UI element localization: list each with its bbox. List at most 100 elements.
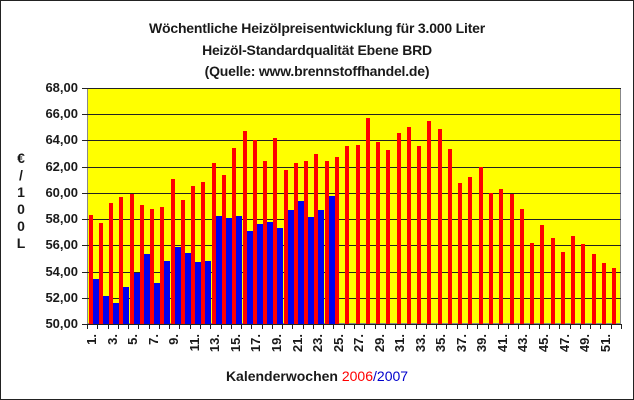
- legend-2007: 2007: [376, 368, 409, 384]
- y-axis-label: €/1 0 0 L: [14, 150, 28, 252]
- bar-2006-week-8: [160, 206, 165, 324]
- bar-2006-week-37: [458, 183, 463, 324]
- x-tick-mark: [446, 324, 447, 329]
- bar-2007-week-8: [164, 261, 171, 324]
- x-tick-mark: [97, 324, 98, 329]
- gridline: [87, 167, 621, 168]
- x-tick-label: 23.: [310, 334, 326, 353]
- x-tick-mark: [426, 324, 427, 329]
- x-tick-mark: [375, 324, 376, 329]
- bar-2006-week-20: [283, 169, 288, 324]
- x-tick-label: 9.: [166, 334, 182, 345]
- gridline: [87, 219, 621, 220]
- x-tick-label: 25.: [330, 334, 346, 353]
- y-tick-label: 66,00: [45, 106, 78, 121]
- y-tick-mark: [82, 114, 87, 115]
- bar-2007-week-1: [92, 278, 99, 324]
- bar-2006-week-49: [581, 244, 586, 324]
- x-axis-label: Kalenderwochen 2006/2007: [0, 368, 634, 384]
- x-tick-mark: [292, 324, 293, 329]
- y-tick-mark: [82, 167, 87, 168]
- bar-2007-week-11: [195, 262, 202, 324]
- bar-2006-week-50: [591, 253, 596, 324]
- y-axis-label-char: €: [17, 150, 25, 166]
- bar-2006-week-19: [273, 137, 278, 324]
- bar-2007-week-17: [256, 223, 263, 324]
- gridline: [87, 298, 621, 299]
- x-tick-mark: [600, 324, 601, 329]
- bar-2006-week-16: [242, 130, 247, 324]
- x-tick-label: 19.: [268, 334, 284, 353]
- bar-2006-week-17: [252, 140, 257, 324]
- x-tick-mark: [549, 324, 550, 329]
- x-tick-mark: [333, 324, 334, 329]
- bar-2007-week-19: [277, 228, 284, 324]
- x-tick-label: 35.: [433, 334, 449, 353]
- bar-2006-week-36: [447, 148, 452, 324]
- bar-2007-week-12: [205, 261, 212, 324]
- bar-2006-week-18: [263, 160, 268, 324]
- gridline: [87, 272, 621, 273]
- x-tick-mark: [159, 324, 160, 329]
- bar-2006-week-26: [345, 146, 350, 324]
- x-tick-mark: [539, 324, 540, 329]
- x-tick-mark: [518, 324, 519, 329]
- y-tick-mark: [82, 298, 87, 299]
- x-tick-mark: [436, 324, 437, 329]
- bar-2006-week-31: [396, 132, 401, 324]
- x-tick-label: 21.: [289, 334, 305, 353]
- bar-2006-week-15: [232, 147, 237, 324]
- x-tick-mark: [611, 324, 612, 329]
- bar-2007-week-10: [184, 252, 191, 324]
- x-tick-mark: [118, 324, 119, 329]
- bar-2006-week-23: [314, 154, 319, 324]
- bar-2006-week-44: [530, 243, 535, 324]
- x-tick-label: 3.: [104, 334, 120, 345]
- x-tick-mark: [272, 324, 273, 329]
- x-tick-mark: [241, 324, 242, 329]
- x-tick-label: 17.: [248, 334, 264, 353]
- bar-2006-week-51: [601, 263, 606, 324]
- bar-2006-week-52: [612, 268, 617, 324]
- y-tick-label: 52,00: [45, 290, 78, 305]
- x-tick-mark: [282, 324, 283, 329]
- bar-2007-week-21: [297, 201, 304, 324]
- bar-2007-week-23: [318, 209, 325, 324]
- y-axis-label-char: 0: [17, 201, 25, 217]
- x-tick-mark: [190, 324, 191, 329]
- bar-2006-week-48: [571, 235, 576, 324]
- x-tick-mark: [303, 324, 304, 329]
- bar-2007-week-20: [287, 209, 294, 324]
- x-tick-mark: [467, 324, 468, 329]
- x-tick-mark: [385, 324, 386, 329]
- bar-2006-week-47: [560, 251, 565, 324]
- gridline: [87, 140, 621, 141]
- bar-2006-week-3: [109, 202, 114, 324]
- bar-2006-week-12: [201, 182, 206, 324]
- x-tick-mark: [416, 324, 417, 329]
- x-tick-label: 11.: [186, 334, 202, 352]
- x-tick-mark: [200, 324, 201, 329]
- bar-2006-week-40: [489, 192, 493, 324]
- x-tick-label: 29.: [371, 334, 387, 353]
- y-tick-label: 50,00: [45, 316, 78, 331]
- bar-2007-week-5: [133, 272, 140, 324]
- bar-2006-week-24: [324, 161, 329, 324]
- bar-2006-week-7: [150, 208, 155, 324]
- y-axis-label-char: 1: [17, 184, 25, 200]
- x-tick-mark: [231, 324, 232, 329]
- chart-title: Wöchentliche Heizölpreisentwicklung für …: [149, 20, 485, 36]
- x-tick-mark: [498, 324, 499, 329]
- x-tick-mark: [457, 324, 458, 329]
- bar-2006-week-10: [180, 200, 185, 324]
- bar-2006-week-41: [499, 188, 504, 324]
- chart-subtitle: Heizöl-Standardqualität Ebene BRD: [202, 42, 432, 58]
- bar-2006-week-1: [88, 215, 93, 324]
- bar-2006-week-25: [334, 156, 339, 324]
- y-tick-label: 58,00: [45, 211, 78, 226]
- x-tick-mark: [580, 324, 581, 329]
- x-tick-label: 7.: [145, 334, 161, 345]
- bar-2007-week-6: [143, 253, 150, 324]
- bar-2006-week-9: [170, 179, 175, 324]
- x-tick-label: 43.: [515, 334, 531, 353]
